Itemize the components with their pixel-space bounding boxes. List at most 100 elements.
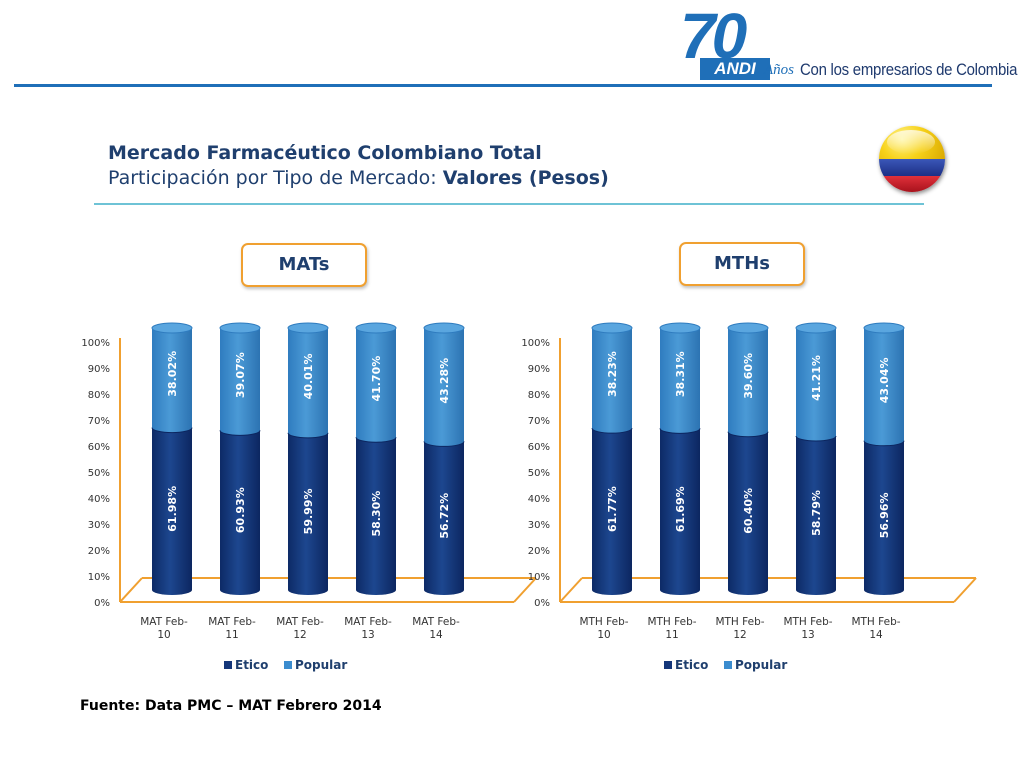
- category-label: 10: [597, 629, 610, 641]
- floor-right-line: [953, 577, 977, 603]
- bar-cap: [591, 322, 633, 334]
- y-tick-label: 100%: [521, 338, 550, 349]
- bar-segment-edge: [151, 427, 193, 434]
- category-label: 14: [429, 629, 443, 641]
- data-label-etico: 61.77%: [606, 486, 619, 532]
- y-tick-label: 20%: [88, 546, 110, 557]
- y-tick-label: 80%: [528, 390, 550, 401]
- bar-segment-edge: [287, 432, 329, 439]
- bar-etico: [288, 432, 328, 595]
- y-tick-label: 30%: [88, 520, 110, 531]
- bar-cap: [659, 322, 701, 334]
- bar-segment-edge: [659, 428, 701, 434]
- bar-cap: [795, 322, 837, 334]
- category-label: MAT Feb-: [344, 616, 392, 628]
- bar-popular: [864, 328, 904, 446]
- data-label-etico: 58.30%: [370, 491, 383, 537]
- bar-popular: [660, 328, 700, 434]
- bar-cap: [727, 322, 769, 334]
- legend-swatch-etico: [664, 661, 672, 669]
- y-tick-label: 90%: [528, 364, 550, 375]
- category-label: MAT Feb-: [140, 616, 188, 628]
- data-label-etico: 58.79%: [810, 490, 823, 536]
- bar-cap: [219, 322, 261, 334]
- bar-cap: [287, 322, 329, 334]
- category-label: MTH Feb-: [783, 616, 832, 628]
- bar-etico: [728, 431, 768, 595]
- bar-popular: [424, 328, 464, 447]
- category-label: 12: [293, 629, 306, 641]
- bar-popular: [356, 328, 397, 443]
- andi-logo: 70 ANDI Años Con los empresarios de Colo…: [680, 4, 1017, 86]
- data-label-popular: 38.02%: [166, 351, 179, 397]
- data-label-etico: 61.69%: [674, 486, 687, 532]
- bar-etico: [660, 428, 700, 595]
- data-label-popular: 38.23%: [606, 351, 619, 397]
- legend-swatch-popular: [284, 661, 292, 669]
- bar-popular: [152, 328, 192, 433]
- category-label: MAT Feb-: [208, 616, 256, 628]
- data-label-popular: 39.60%: [742, 353, 755, 399]
- data-label-popular: 43.04%: [878, 357, 891, 403]
- bar-cap: [863, 322, 905, 334]
- axis-depth-line: [119, 577, 143, 603]
- y-tick-label: 40%: [88, 494, 110, 505]
- y-tick-label: 10%: [528, 572, 550, 583]
- bar-segment-edge: [423, 441, 465, 447]
- category-label: 14: [869, 629, 883, 641]
- axis-depth-line: [559, 577, 583, 603]
- category-label: MTH Feb-: [851, 616, 900, 628]
- legend-label-etico: Etico: [675, 658, 708, 672]
- legend-label-popular: Popular: [295, 658, 347, 672]
- y-tick-label: 0%: [534, 598, 550, 609]
- floor-right-line: [513, 577, 537, 603]
- category-label: MAT Feb-: [412, 616, 460, 628]
- header-divider: [14, 84, 992, 87]
- subtitle-bold: Valores (Pesos): [442, 167, 609, 189]
- bar-segment-edge: [795, 435, 837, 442]
- bar-segment-edge: [355, 437, 397, 443]
- bar-popular: [592, 328, 632, 434]
- source-note: Fuente: Data PMC – MAT Febrero 2014: [80, 698, 382, 714]
- y-tick-label: 60%: [88, 442, 110, 453]
- chart-title-mths: MTHs: [679, 242, 805, 286]
- category-label: MAT Feb-: [276, 616, 324, 628]
- bar-segment-edge: [863, 440, 905, 447]
- bar-etico: [864, 440, 904, 595]
- data-label-etico: 61.98%: [166, 486, 179, 532]
- logo-anos: Años: [764, 62, 794, 78]
- y-tick-label: 50%: [88, 468, 110, 479]
- y-tick-label: 90%: [88, 364, 110, 375]
- y-tick-label: 70%: [88, 416, 110, 427]
- chart-mths: 0% 10% 20% 30% 40% 50% 60% 70% 80% 90% 100% 61.77% 3…: [521, 322, 977, 672]
- subtitle-prefix: Participación por Tipo de Mercado:: [108, 167, 443, 189]
- bar-etico: [356, 437, 396, 595]
- y-tick-label: 0%: [94, 598, 110, 609]
- data-label-popular: 43.28%: [438, 358, 451, 404]
- data-label-popular: 41.21%: [810, 355, 823, 401]
- bar-etico: [592, 428, 632, 595]
- category-label: 13: [801, 629, 814, 641]
- y-tick-label: 10%: [88, 572, 110, 583]
- legend-label-etico: Etico: [235, 658, 268, 672]
- page-subtitle: Participación por Tipo de Mercado: Valor…: [108, 167, 609, 189]
- chart-mats: 0% 10% 20% 30% 40% 50% 60% 70% 80% 90% 100% 61.98% 3…: [81, 322, 537, 672]
- bar-cap: [151, 322, 193, 334]
- y-tick-label: 80%: [88, 390, 110, 401]
- category-label: 12: [733, 629, 746, 641]
- logo-number: 70: [680, 0, 747, 72]
- bar-etico: [796, 435, 836, 595]
- legend-label-popular: Popular: [735, 658, 787, 672]
- bar-popular: [288, 328, 328, 438]
- y-tick-label: 40%: [528, 494, 550, 505]
- data-label-popular: 39.07%: [234, 352, 247, 398]
- data-label-etico: 60.40%: [742, 488, 755, 534]
- data-label-etico: 60.93%: [234, 487, 247, 533]
- data-label-popular: 40.01%: [302, 353, 315, 399]
- bar-cap: [355, 322, 397, 334]
- category-label: 11: [225, 629, 238, 641]
- data-label-etico: 56.96%: [878, 492, 891, 538]
- bar-etico: [152, 427, 192, 595]
- title-divider: [94, 203, 924, 205]
